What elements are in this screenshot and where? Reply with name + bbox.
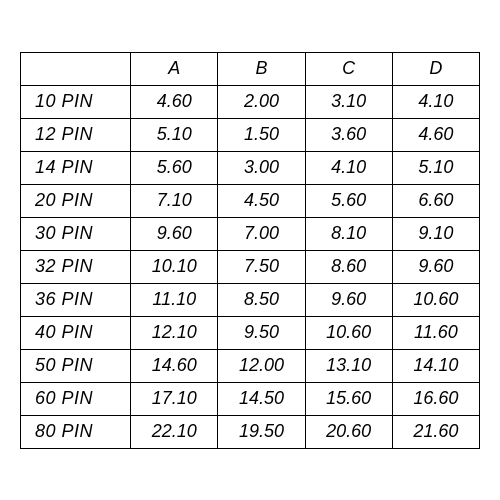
cell-value: 8.50 — [218, 283, 305, 316]
table-row: 60 PIN17.1014.5015.6016.60 — [21, 382, 480, 415]
header-blank — [21, 52, 131, 85]
cell-value: 8.10 — [305, 217, 392, 250]
row-label: 10 PIN — [21, 85, 131, 118]
cell-value: 5.60 — [305, 184, 392, 217]
cell-value: 6.60 — [392, 184, 479, 217]
cell-value: 22.10 — [131, 415, 218, 448]
cell-value: 9.60 — [305, 283, 392, 316]
table-body: 10 PIN4.602.003.104.1012 PIN5.101.503.60… — [21, 85, 480, 448]
row-label: 36 PIN — [21, 283, 131, 316]
cell-value: 4.10 — [392, 85, 479, 118]
cell-value: 20.60 — [305, 415, 392, 448]
row-label: 60 PIN — [21, 382, 131, 415]
cell-value: 4.50 — [218, 184, 305, 217]
cell-value: 13.10 — [305, 349, 392, 382]
table-row: 12 PIN5.101.503.604.60 — [21, 118, 480, 151]
cell-value: 16.60 — [392, 382, 479, 415]
cell-value: 14.10 — [392, 349, 479, 382]
cell-value: 11.10 — [131, 283, 218, 316]
cell-value: 4.10 — [305, 151, 392, 184]
header-col-b: B — [218, 52, 305, 85]
cell-value: 10.60 — [305, 316, 392, 349]
cell-value: 14.60 — [131, 349, 218, 382]
cell-value: 9.50 — [218, 316, 305, 349]
cell-value: 4.60 — [131, 85, 218, 118]
row-label: 40 PIN — [21, 316, 131, 349]
pin-dimension-table: A B C D 10 PIN4.602.003.104.1012 PIN5.10… — [20, 52, 480, 449]
table-header: A B C D — [21, 52, 480, 85]
cell-value: 1.50 — [218, 118, 305, 151]
header-col-c: C — [305, 52, 392, 85]
cell-value: 8.60 — [305, 250, 392, 283]
cell-value: 21.60 — [392, 415, 479, 448]
row-label: 12 PIN — [21, 118, 131, 151]
cell-value: 9.60 — [392, 250, 479, 283]
row-label: 30 PIN — [21, 217, 131, 250]
table-row: 32 PIN10.107.508.609.60 — [21, 250, 480, 283]
cell-value: 4.60 — [392, 118, 479, 151]
header-col-d: D — [392, 52, 479, 85]
cell-value: 7.00 — [218, 217, 305, 250]
table-row: 50 PIN14.6012.0013.1014.10 — [21, 349, 480, 382]
cell-value: 15.60 — [305, 382, 392, 415]
cell-value: 12.10 — [131, 316, 218, 349]
cell-value: 10.60 — [392, 283, 479, 316]
cell-value: 14.50 — [218, 382, 305, 415]
cell-value: 5.10 — [392, 151, 479, 184]
cell-value: 5.60 — [131, 151, 218, 184]
table-row: 20 PIN7.104.505.606.60 — [21, 184, 480, 217]
cell-value: 3.60 — [305, 118, 392, 151]
header-col-a: A — [131, 52, 218, 85]
pin-dimension-table-container: A B C D 10 PIN4.602.003.104.1012 PIN5.10… — [20, 52, 480, 449]
row-label: 50 PIN — [21, 349, 131, 382]
cell-value: 7.50 — [218, 250, 305, 283]
table-row: 10 PIN4.602.003.104.10 — [21, 85, 480, 118]
row-label: 20 PIN — [21, 184, 131, 217]
cell-value: 19.50 — [218, 415, 305, 448]
table-row: 36 PIN11.108.509.6010.60 — [21, 283, 480, 316]
row-label: 80 PIN — [21, 415, 131, 448]
cell-value: 17.10 — [131, 382, 218, 415]
table-row: 80 PIN22.1019.5020.6021.60 — [21, 415, 480, 448]
cell-value: 10.10 — [131, 250, 218, 283]
cell-value: 11.60 — [392, 316, 479, 349]
cell-value: 2.00 — [218, 85, 305, 118]
cell-value: 7.10 — [131, 184, 218, 217]
table-row: 14 PIN5.603.004.105.10 — [21, 151, 480, 184]
row-label: 32 PIN — [21, 250, 131, 283]
table-row: 30 PIN9.607.008.109.10 — [21, 217, 480, 250]
cell-value: 3.10 — [305, 85, 392, 118]
cell-value: 9.10 — [392, 217, 479, 250]
cell-value: 3.00 — [218, 151, 305, 184]
table-row: 40 PIN12.109.5010.6011.60 — [21, 316, 480, 349]
row-label: 14 PIN — [21, 151, 131, 184]
cell-value: 5.10 — [131, 118, 218, 151]
cell-value: 12.00 — [218, 349, 305, 382]
cell-value: 9.60 — [131, 217, 218, 250]
